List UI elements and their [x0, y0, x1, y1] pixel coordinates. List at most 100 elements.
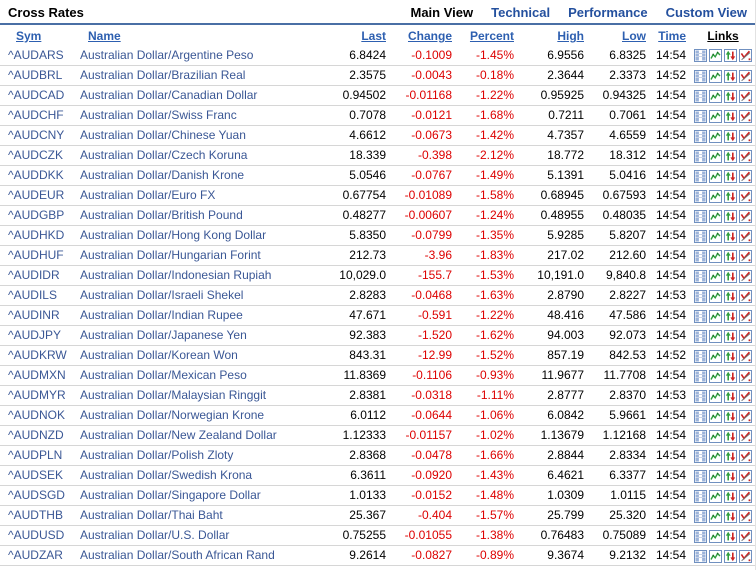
- technicals-icon[interactable]: [724, 509, 737, 523]
- chart-icon[interactable]: [709, 309, 722, 323]
- quote-icon[interactable]: [694, 49, 707, 63]
- quote-icon[interactable]: [694, 449, 707, 463]
- chart-icon[interactable]: [709, 169, 722, 183]
- symbol-link[interactable]: ^AUDPLN: [0, 445, 72, 466]
- quote-icon[interactable]: [694, 329, 707, 343]
- chart-icon[interactable]: [709, 349, 722, 363]
- quote-icon[interactable]: [694, 129, 707, 143]
- opinion-icon[interactable]: [739, 209, 752, 223]
- technicals-icon[interactable]: [724, 129, 737, 143]
- technicals-icon[interactable]: [724, 489, 737, 503]
- opinion-icon[interactable]: [739, 509, 752, 523]
- chart-icon[interactable]: [709, 229, 722, 243]
- quote-icon[interactable]: [694, 189, 707, 203]
- name-link[interactable]: Australian Dollar/Mexican Peso: [72, 365, 302, 386]
- technicals-icon[interactable]: [724, 109, 737, 123]
- chart-icon[interactable]: [709, 409, 722, 423]
- chart-icon[interactable]: [709, 469, 722, 483]
- technicals-icon[interactable]: [724, 69, 737, 83]
- symbol-link[interactable]: ^AUDMYR: [0, 385, 72, 406]
- quote-icon[interactable]: [694, 409, 707, 423]
- name-link[interactable]: Australian Dollar/Hungarian Forint: [72, 245, 302, 266]
- name-link[interactable]: Australian Dollar/Argentine Peso: [72, 45, 302, 66]
- symbol-link[interactable]: ^AUDHUF: [0, 245, 72, 266]
- opinion-icon[interactable]: [739, 389, 752, 403]
- tab-technical[interactable]: Technical: [491, 5, 551, 20]
- chart-icon[interactable]: [709, 549, 722, 563]
- column-header-change[interactable]: Change: [407, 29, 452, 43]
- column-header-low[interactable]: Low: [622, 29, 646, 43]
- chart-icon[interactable]: [709, 429, 722, 443]
- chart-icon[interactable]: [709, 529, 722, 543]
- quote-icon[interactable]: [694, 309, 707, 323]
- quote-icon[interactable]: [694, 69, 707, 83]
- technicals-icon[interactable]: [724, 549, 737, 563]
- symbol-link[interactable]: ^AUDNZD: [0, 425, 72, 446]
- symbol-link[interactable]: ^AUDCZK: [0, 145, 72, 166]
- symbol-link[interactable]: ^AUDBRL: [0, 65, 72, 86]
- column-header-percent[interactable]: Percent: [469, 29, 514, 43]
- symbol-link[interactable]: ^AUDSEK: [0, 465, 72, 486]
- name-link[interactable]: Australian Dollar/Korean Won: [72, 345, 302, 366]
- quote-icon[interactable]: [694, 269, 707, 283]
- technicals-icon[interactable]: [724, 449, 737, 463]
- opinion-icon[interactable]: [739, 489, 752, 503]
- chart-icon[interactable]: [709, 109, 722, 123]
- opinion-icon[interactable]: [739, 289, 752, 303]
- symbol-link[interactable]: ^AUDINR: [0, 305, 72, 326]
- chart-icon[interactable]: [709, 289, 722, 303]
- column-header-high[interactable]: High: [557, 29, 584, 43]
- name-link[interactable]: Australian Dollar/Singapore Dollar: [72, 485, 302, 506]
- tab-main-view[interactable]: Main View: [410, 5, 474, 20]
- tab-custom-view[interactable]: Custom View: [665, 5, 747, 20]
- technicals-icon[interactable]: [724, 349, 737, 363]
- chart-icon[interactable]: [709, 89, 722, 103]
- chart-icon[interactable]: [709, 509, 722, 523]
- technicals-icon[interactable]: [724, 429, 737, 443]
- name-link[interactable]: Australian Dollar/Indonesian Rupiah: [72, 265, 302, 286]
- technicals-icon[interactable]: [724, 409, 737, 423]
- symbol-link[interactable]: ^AUDCAD: [0, 85, 72, 106]
- name-link[interactable]: Australian Dollar/Czech Koruna: [72, 145, 302, 166]
- quote-icon[interactable]: [694, 229, 707, 243]
- opinion-icon[interactable]: [739, 269, 752, 283]
- symbol-link[interactable]: ^AUDMXN: [0, 365, 72, 386]
- chart-icon[interactable]: [709, 149, 722, 163]
- symbol-link[interactable]: ^AUDGBP: [0, 205, 72, 226]
- technicals-icon[interactable]: [724, 269, 737, 283]
- name-link[interactable]: Australian Dollar/Canadian Dollar: [72, 85, 302, 106]
- quote-icon[interactable]: [694, 149, 707, 163]
- opinion-icon[interactable]: [739, 349, 752, 363]
- name-link[interactable]: Australian Dollar/Norwegian Krone: [72, 405, 302, 426]
- name-link[interactable]: Australian Dollar/Hong Kong Dollar: [72, 225, 302, 246]
- opinion-icon[interactable]: [739, 129, 752, 143]
- quote-icon[interactable]: [694, 109, 707, 123]
- symbol-link[interactable]: ^AUDZAR: [0, 545, 72, 566]
- opinion-icon[interactable]: [739, 249, 752, 263]
- quote-icon[interactable]: [694, 169, 707, 183]
- opinion-icon[interactable]: [739, 69, 752, 83]
- chart-icon[interactable]: [709, 209, 722, 223]
- opinion-icon[interactable]: [739, 149, 752, 163]
- chart-icon[interactable]: [709, 189, 722, 203]
- opinion-icon[interactable]: [739, 369, 752, 383]
- technicals-icon[interactable]: [724, 189, 737, 203]
- symbol-link[interactable]: ^AUDJPY: [0, 325, 72, 346]
- chart-icon[interactable]: [709, 369, 722, 383]
- symbol-link[interactable]: ^AUDKRW: [0, 345, 72, 366]
- tab-performance[interactable]: Performance: [568, 5, 648, 20]
- opinion-icon[interactable]: [739, 109, 752, 123]
- quote-icon[interactable]: [694, 469, 707, 483]
- technicals-icon[interactable]: [724, 469, 737, 483]
- quote-icon[interactable]: [694, 509, 707, 523]
- column-header-time[interactable]: Time: [658, 29, 686, 43]
- chart-icon[interactable]: [709, 129, 722, 143]
- technicals-icon[interactable]: [724, 169, 737, 183]
- opinion-icon[interactable]: [739, 309, 752, 323]
- symbol-link[interactable]: ^AUDDKK: [0, 165, 72, 186]
- name-link[interactable]: Australian Dollar/Malaysian Ringgit: [72, 385, 302, 406]
- quote-icon[interactable]: [694, 89, 707, 103]
- name-link[interactable]: Australian Dollar/Indian Rupee: [72, 305, 302, 326]
- quote-icon[interactable]: [694, 349, 707, 363]
- symbol-link[interactable]: ^AUDUSD: [0, 525, 72, 546]
